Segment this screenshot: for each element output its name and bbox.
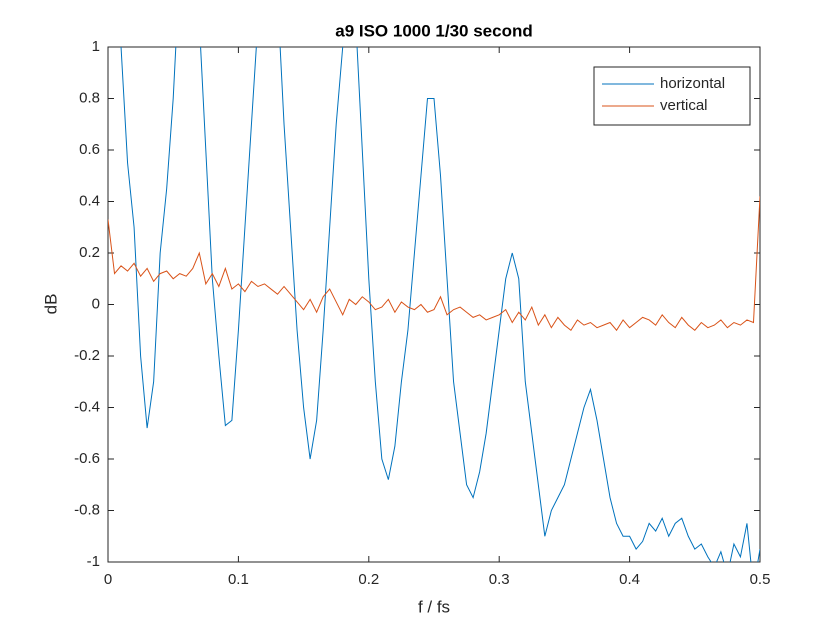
x-tick-label: 0.2	[358, 571, 379, 588]
line-series	[108, 196, 760, 332]
x-tick-label: 0	[104, 571, 112, 588]
plot-area	[107, 46, 761, 563]
y-tick-label: -0.4	[74, 398, 100, 415]
y-tick-label: -0.8	[74, 501, 100, 518]
y-tick-label: 0.6	[79, 141, 100, 158]
line-series	[120, 47, 760, 562]
x-tick-label: 0.3	[489, 571, 510, 588]
x-tick-label: 0.1	[228, 571, 249, 588]
y-tick-label: -0.2	[74, 347, 100, 364]
y-tick-label: -1	[87, 553, 100, 570]
legend-label: vertical	[660, 97, 708, 114]
x-axis-label: f / fs	[418, 597, 450, 616]
y-tick-label: 1	[92, 38, 100, 55]
x-tick-label: 0.4	[619, 571, 640, 588]
y-tick-label: 0.4	[79, 192, 100, 209]
legend-label: horizontal	[660, 75, 725, 92]
y-tick-label: 0	[92, 295, 100, 312]
chart-title: a9 ISO 1000 1/30 second	[335, 21, 533, 40]
y-tick-label: 0.2	[79, 244, 100, 261]
legend-box	[593, 66, 751, 126]
legend: horizontal vertical	[593, 66, 751, 126]
y-tick-label: 0.8	[79, 89, 100, 106]
y-tick-label: -0.6	[74, 450, 100, 467]
plot-lines	[108, 47, 760, 562]
x-tick-label: 0.5	[750, 571, 771, 588]
y-axis-label: dB	[41, 294, 60, 315]
